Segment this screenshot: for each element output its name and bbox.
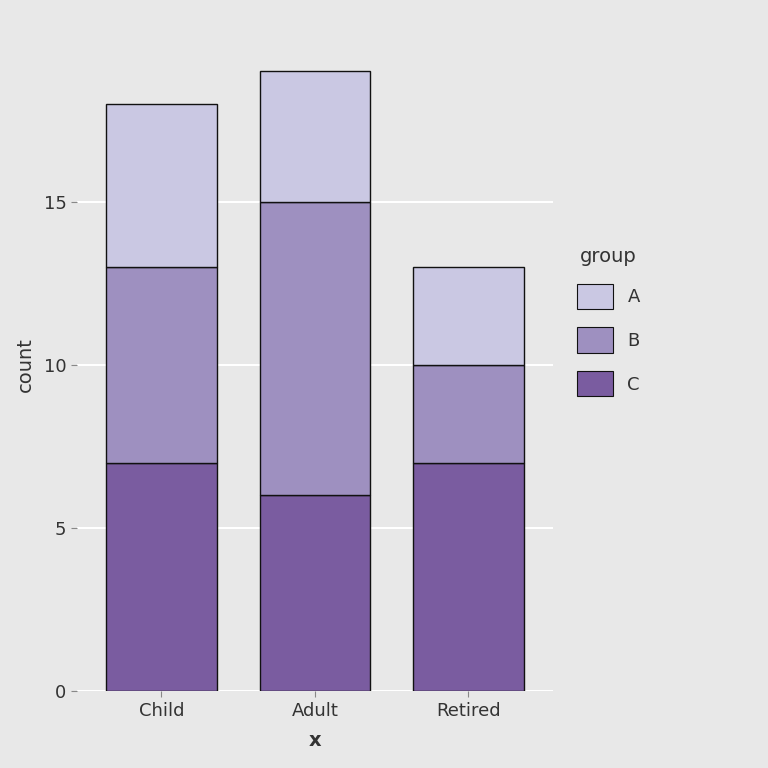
Bar xyxy=(413,365,524,462)
Y-axis label: count: count xyxy=(16,337,35,392)
Bar xyxy=(260,71,370,201)
Bar xyxy=(413,462,524,691)
Bar xyxy=(106,462,217,691)
X-axis label: x: x xyxy=(309,730,321,750)
Bar xyxy=(413,267,524,365)
Legend: A, B, C: A, B, C xyxy=(570,240,647,404)
Bar xyxy=(260,495,370,691)
Bar xyxy=(106,104,217,267)
Bar xyxy=(106,267,217,462)
Bar xyxy=(260,202,370,495)
